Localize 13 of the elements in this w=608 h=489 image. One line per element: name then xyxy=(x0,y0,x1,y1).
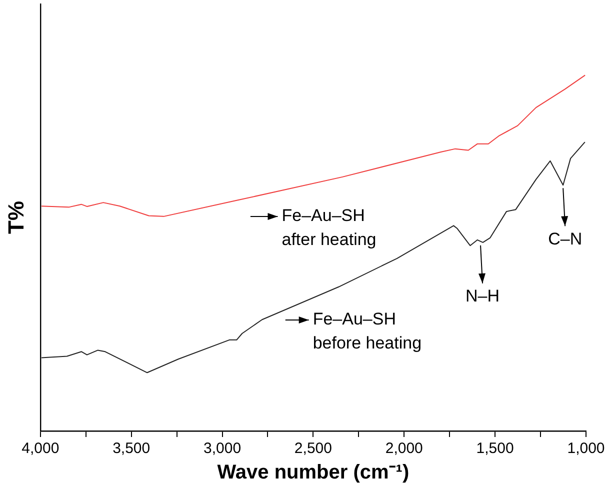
series-label: Fe–Au–SH after heating xyxy=(282,206,376,250)
x-tick-label: 2,500 xyxy=(294,440,332,458)
x-axis-title: Wave number (cm⁻¹) xyxy=(217,462,410,484)
x-tick-label: 4,000 xyxy=(22,440,60,458)
series-label: Fe–Au–SH before heating xyxy=(312,310,422,353)
x-tick-label: 3,500 xyxy=(112,440,150,458)
annotation: C–N xyxy=(548,229,582,248)
annotation: N–H xyxy=(466,286,500,306)
x-tick-label: 1,000 xyxy=(567,440,605,458)
x-tick-label: 3,000 xyxy=(203,440,242,458)
x-tick-label: 2,000 xyxy=(385,440,423,458)
x-tick-label: 1,500 xyxy=(476,440,514,458)
y-axis-title: T% xyxy=(3,201,28,234)
